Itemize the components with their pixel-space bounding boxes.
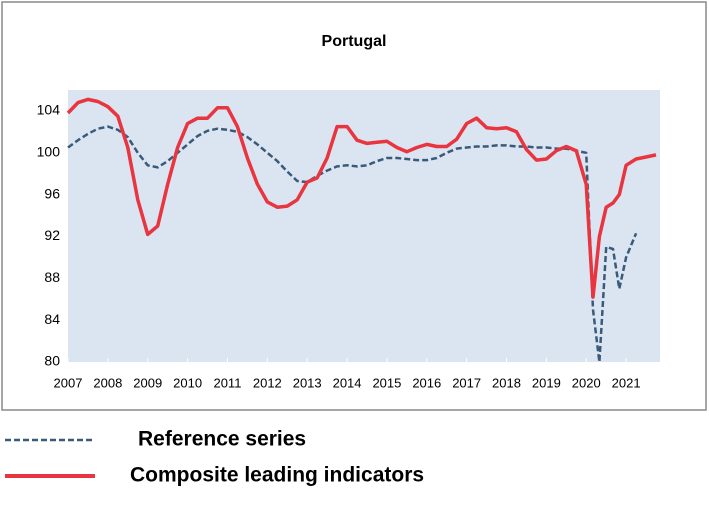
legend-label: Composite leading indicators xyxy=(130,464,424,487)
y-tick-label: 92 xyxy=(44,227,60,243)
y-tick-label: 80 xyxy=(44,353,60,369)
x-tick-label: 2017 xyxy=(452,375,481,390)
y-tick-label: 96 xyxy=(44,185,60,201)
chart-title: Portugal xyxy=(322,33,387,50)
x-tick-label: 2007 xyxy=(54,375,83,390)
x-tick-label: 2020 xyxy=(572,375,601,390)
y-tick-label: 84 xyxy=(44,311,60,327)
legend-label: Reference series xyxy=(138,428,306,451)
x-tick-label: 2008 xyxy=(93,375,122,390)
series-line xyxy=(66,97,657,299)
x-tick-label: 2010 xyxy=(173,375,202,390)
y-tick-label: 100 xyxy=(37,143,61,159)
x-tick-label: 2013 xyxy=(293,375,322,390)
x-tick-label: 2019 xyxy=(532,375,561,390)
x-tick-label: 2015 xyxy=(372,375,401,390)
x-tick-label: 2012 xyxy=(253,375,282,390)
x-tick-label: 2009 xyxy=(133,375,162,390)
x-tick-label: 2021 xyxy=(612,375,641,390)
y-tick-label: 104 xyxy=(37,102,61,118)
x-tick-label: 2011 xyxy=(213,375,241,390)
x-tick-label: 2014 xyxy=(333,375,362,390)
x-tick-label: 2016 xyxy=(412,375,441,390)
plot-area xyxy=(68,90,660,362)
x-tick-label: 2018 xyxy=(492,375,521,390)
y-tick-label: 88 xyxy=(44,269,60,285)
